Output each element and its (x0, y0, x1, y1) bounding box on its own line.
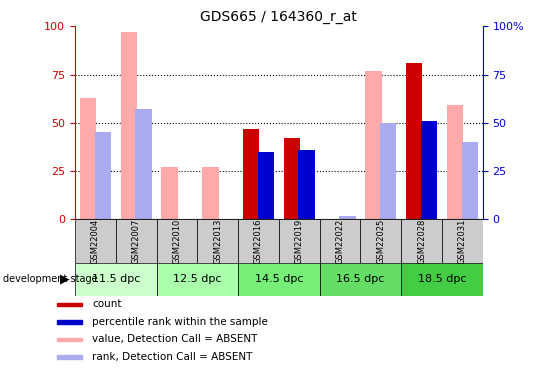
FancyBboxPatch shape (75, 219, 116, 262)
Text: GSM22025: GSM22025 (376, 218, 385, 264)
Text: GSM22022: GSM22022 (336, 218, 345, 264)
Bar (162, 167, 178, 219)
Text: percentile rank within the sample: percentile rank within the sample (92, 317, 268, 327)
FancyBboxPatch shape (320, 262, 401, 296)
Bar (380, 123, 396, 219)
Bar (243, 129, 259, 219)
Bar (462, 142, 478, 219)
Bar (57, 356, 82, 358)
Text: GSM22004: GSM22004 (91, 218, 100, 264)
FancyBboxPatch shape (75, 262, 157, 296)
FancyBboxPatch shape (279, 219, 320, 262)
FancyBboxPatch shape (401, 262, 483, 296)
Text: 11.5 dpc: 11.5 dpc (92, 274, 140, 284)
FancyBboxPatch shape (442, 219, 483, 262)
Bar (421, 121, 437, 219)
Bar (365, 70, 382, 219)
Bar (284, 138, 300, 219)
FancyBboxPatch shape (157, 262, 238, 296)
Bar (57, 320, 82, 324)
Bar (406, 63, 422, 219)
Text: count: count (92, 299, 122, 309)
Text: 12.5 dpc: 12.5 dpc (173, 274, 221, 284)
FancyBboxPatch shape (361, 219, 401, 262)
Bar (299, 150, 315, 219)
Text: GSM22013: GSM22013 (213, 218, 222, 264)
Bar (339, 216, 356, 219)
FancyBboxPatch shape (401, 219, 442, 262)
Bar (57, 338, 82, 341)
Text: rank, Detection Call = ABSENT: rank, Detection Call = ABSENT (92, 352, 253, 362)
Bar (80, 98, 96, 219)
Text: 14.5 dpc: 14.5 dpc (255, 274, 303, 284)
Text: 16.5 dpc: 16.5 dpc (336, 274, 385, 284)
FancyBboxPatch shape (116, 219, 157, 262)
Title: GDS665 / 164360_r_at: GDS665 / 164360_r_at (200, 10, 357, 24)
Text: GSM22031: GSM22031 (458, 218, 467, 264)
FancyBboxPatch shape (157, 219, 198, 262)
Text: GSM22028: GSM22028 (417, 218, 426, 264)
Text: ▶: ▶ (60, 273, 69, 286)
Bar (447, 105, 463, 219)
Bar (202, 167, 219, 219)
Text: 18.5 dpc: 18.5 dpc (418, 274, 466, 284)
FancyBboxPatch shape (238, 219, 279, 262)
Text: GSM22016: GSM22016 (254, 218, 263, 264)
FancyBboxPatch shape (238, 262, 320, 296)
Bar (135, 109, 152, 219)
Bar (120, 32, 137, 219)
Text: development stage: development stage (3, 274, 97, 284)
Text: GSM22010: GSM22010 (173, 218, 181, 264)
Text: GSM22019: GSM22019 (295, 218, 304, 264)
Text: value, Detection Call = ABSENT: value, Detection Call = ABSENT (92, 334, 258, 345)
FancyBboxPatch shape (198, 219, 238, 262)
FancyBboxPatch shape (320, 219, 361, 262)
Bar (94, 132, 111, 219)
Text: GSM22007: GSM22007 (132, 218, 140, 264)
Bar (57, 303, 82, 306)
Bar (258, 152, 274, 219)
